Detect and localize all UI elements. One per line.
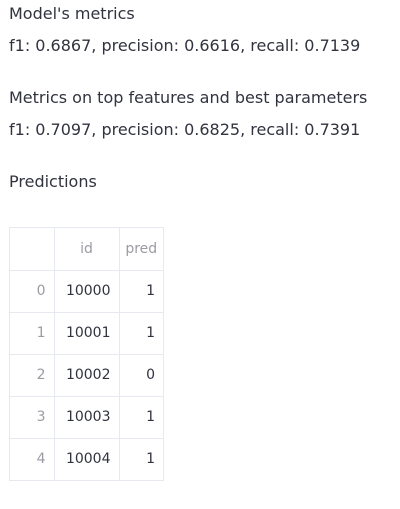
table-row: 2 10002 0 <box>10 353 163 397</box>
row-index-cell: 4 <box>10 437 55 480</box>
pred-cell[interactable]: 1 <box>118 437 163 480</box>
row-index-cell: 1 <box>10 311 55 355</box>
table-header-row: id pred <box>10 228 163 271</box>
table-row: 4 10004 1 <box>10 437 163 480</box>
index-column-header <box>10 228 55 271</box>
top-metrics-values: f1: 0.7097, precision: 0.6825, recall: 0… <box>9 120 361 139</box>
model-metrics-title: Model's metrics <box>9 4 135 23</box>
id-cell[interactable]: 10003 <box>53 395 120 439</box>
row-index-cell: 3 <box>10 395 55 439</box>
pred-cell[interactable]: 1 <box>118 311 163 355</box>
predictions-table[interactable]: id pred 0 10000 1 1 10001 1 2 10002 <box>9 227 164 481</box>
id-cell[interactable]: 10004 <box>53 437 120 480</box>
row-index-cell: 0 <box>10 269 55 313</box>
id-column-header[interactable]: id <box>53 228 120 271</box>
table-row: 0 10000 1 <box>10 269 163 313</box>
predictions-title: Predictions <box>9 172 97 191</box>
pred-cell[interactable]: 0 <box>118 353 163 397</box>
id-cell[interactable]: 10000 <box>53 269 120 313</box>
pred-column-header[interactable]: pred <box>118 228 163 271</box>
row-index-cell: 2 <box>10 353 55 397</box>
pred-cell[interactable]: 1 <box>118 269 163 313</box>
model-metrics-values: f1: 0.6867, precision: 0.6616, recall: 0… <box>9 36 361 55</box>
id-cell[interactable]: 10002 <box>53 353 120 397</box>
table-row: 3 10003 1 <box>10 395 163 439</box>
pred-cell[interactable]: 1 <box>118 395 163 439</box>
top-metrics-title: Metrics on top features and best paramet… <box>9 88 368 107</box>
table-row: 1 10001 1 <box>10 311 163 355</box>
id-cell[interactable]: 10001 <box>53 311 120 355</box>
